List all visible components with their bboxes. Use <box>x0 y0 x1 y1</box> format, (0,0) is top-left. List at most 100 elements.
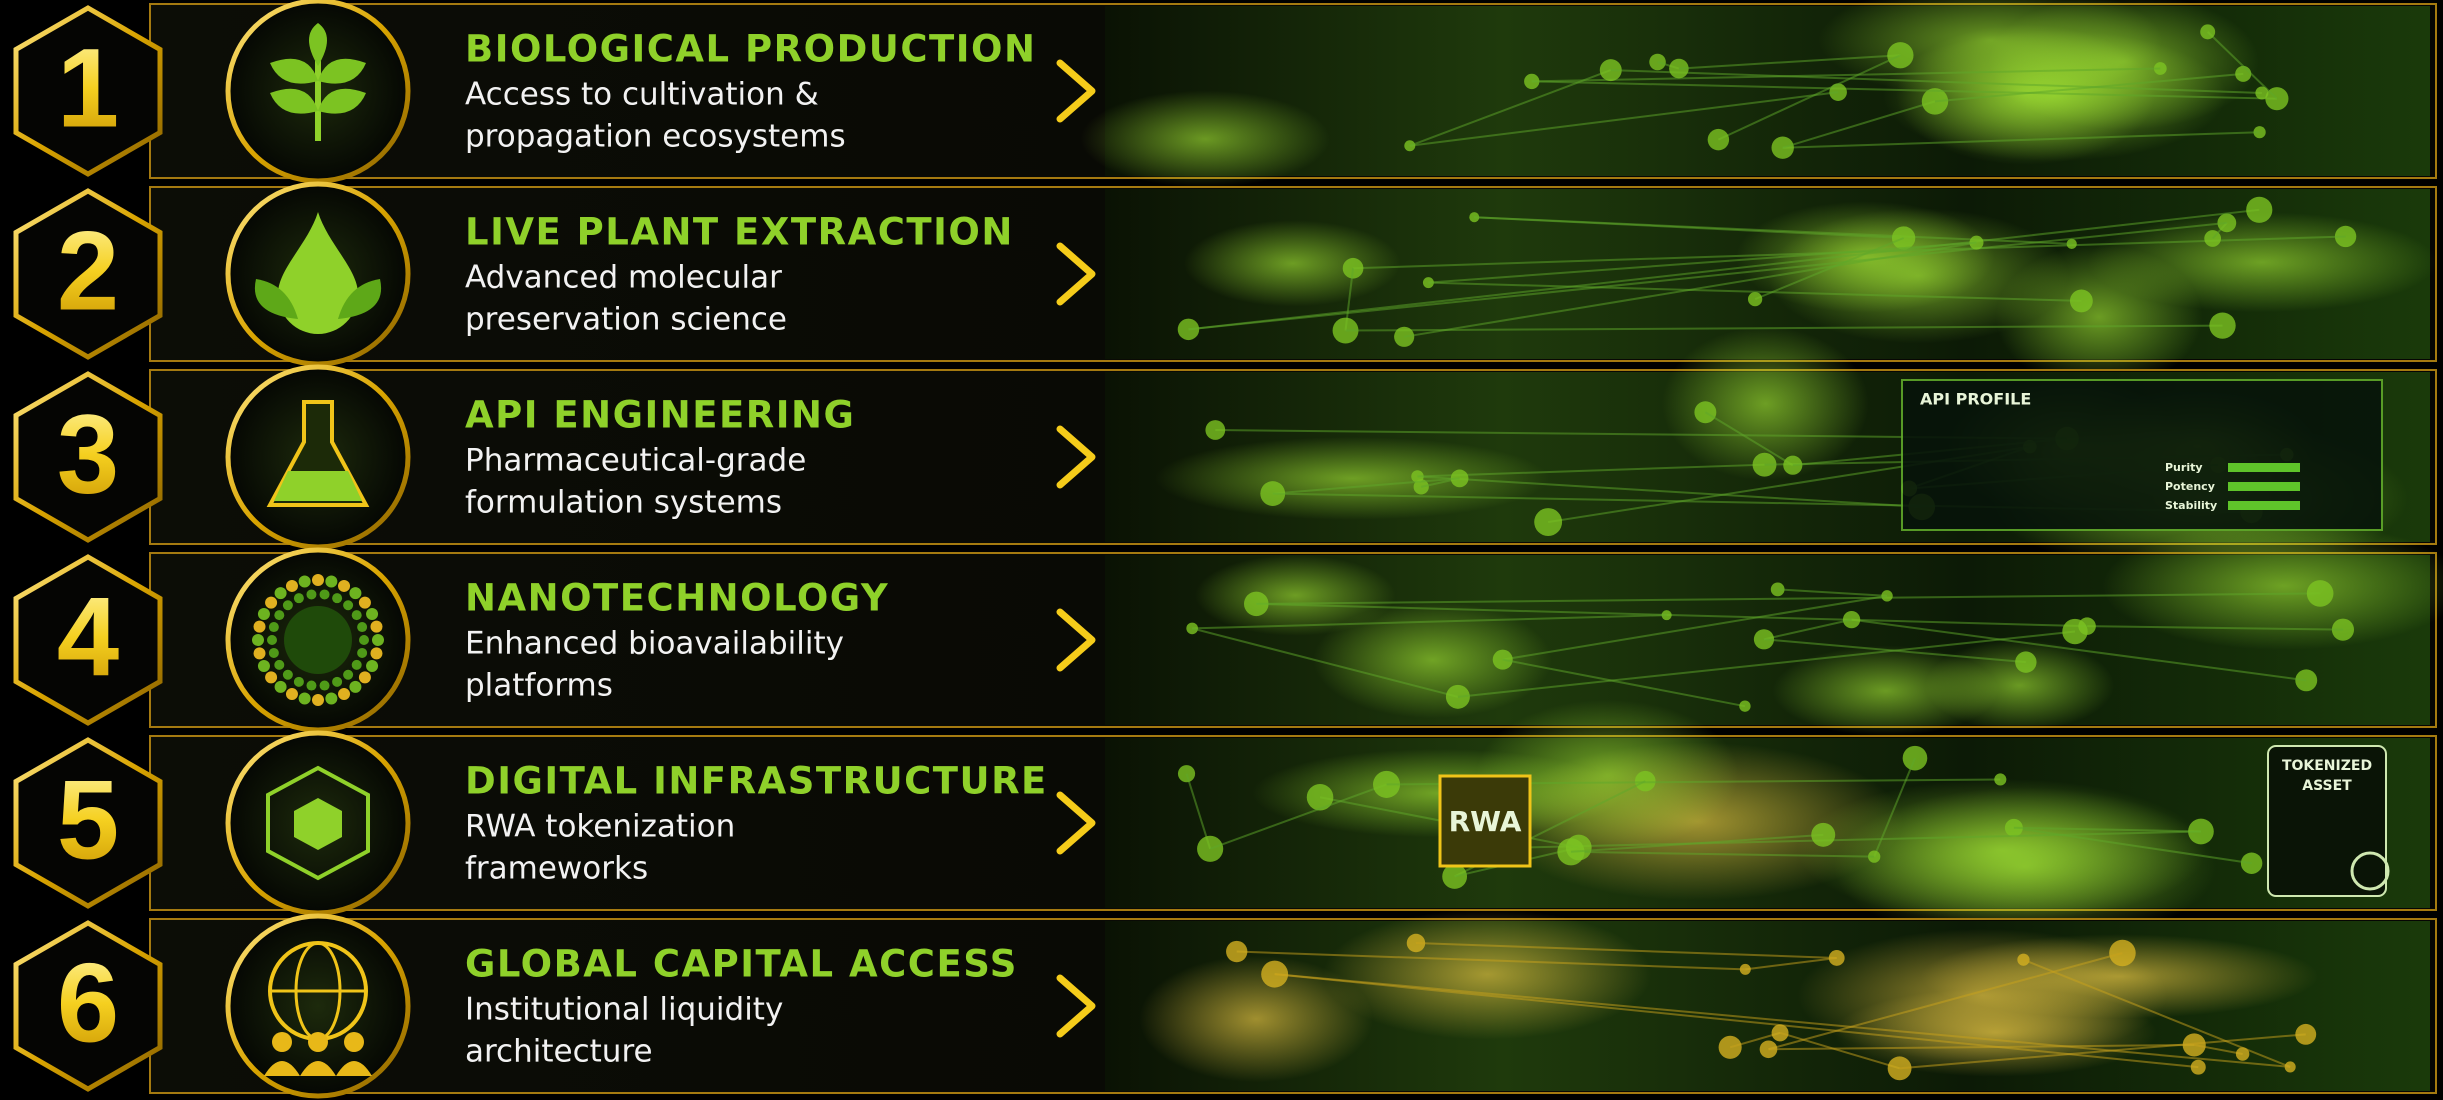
row-description: Advanced molecular <box>465 260 782 296</box>
row-description: RWA tokenization <box>465 809 735 845</box>
profile-bar <box>2228 463 2300 472</box>
image-text: TOKENIZED <box>2282 758 2372 774</box>
icon-bead <box>254 621 266 633</box>
image-node <box>2070 289 2093 312</box>
step-number: 1 <box>57 26 119 151</box>
image-node <box>1994 773 2006 785</box>
icon-bead <box>258 660 270 672</box>
icon-bead <box>320 589 330 599</box>
icon-bead <box>325 576 337 588</box>
image-node <box>2295 1024 2316 1045</box>
icon-bead <box>366 608 378 620</box>
image-text: ASSET <box>2302 778 2352 794</box>
image-text: RWA <box>1449 805 1522 838</box>
image-node <box>1307 784 1334 811</box>
step-number: 2 <box>57 209 119 334</box>
icon-person <box>344 1032 364 1052</box>
row-description: platforms <box>465 668 613 704</box>
image-node <box>1748 292 1762 306</box>
icon-bead <box>306 589 316 599</box>
profile-bar <box>2228 482 2300 491</box>
image-glow <box>1323 909 1652 1039</box>
profile-bar <box>2228 501 2300 510</box>
icon-bead <box>265 597 277 609</box>
row-description: Institutional liquidity <box>465 992 783 1028</box>
icon-bead <box>352 610 362 620</box>
icon-bead <box>294 677 304 687</box>
icon-bead <box>306 681 316 691</box>
image-node <box>1205 420 1225 440</box>
icon-bead <box>252 634 264 646</box>
step-number: 5 <box>57 758 119 883</box>
icon-bead <box>269 622 279 632</box>
icon-bead <box>370 621 382 633</box>
icon-bead <box>254 647 266 659</box>
image-glow <box>1797 779 2206 922</box>
image-node <box>2209 312 2235 338</box>
row-description: preservation science <box>465 302 787 338</box>
icon-bead <box>312 574 324 586</box>
row: 4 NANOTECHNOLOGY Enhanced bioavailability p… <box>16 522 2443 736</box>
icon-bead <box>275 681 287 693</box>
image-node <box>1442 864 1467 889</box>
row-description: propagation ecosystems <box>465 119 846 155</box>
icon-bead <box>343 600 353 610</box>
icon-bead <box>357 622 367 632</box>
row-title: NANOTECHNOLOGY <box>465 577 889 620</box>
image-node <box>2200 24 2215 39</box>
row-title: LIVE PLANT EXTRACTION <box>465 211 1014 254</box>
image-text: Purity <box>2165 461 2203 474</box>
icon-bead <box>343 670 353 680</box>
row-description: formulation systems <box>465 485 782 521</box>
icon-bead <box>349 681 361 693</box>
image-node <box>1708 129 1729 150</box>
image-node <box>2015 651 2036 672</box>
icon-bead <box>320 681 330 691</box>
icon-bead <box>332 593 342 603</box>
image-glow <box>1155 437 1549 520</box>
icon-bead <box>269 648 279 658</box>
image-node <box>2235 66 2251 82</box>
row-description: Enhanced bioavailability <box>465 626 844 662</box>
image-node <box>2017 954 2029 966</box>
page: {"rows": [ {"number": 1, "title": "BIOLO… <box>0 0 2443 1100</box>
icon-bead <box>325 692 337 704</box>
image-node <box>1226 941 1247 962</box>
icon-bead <box>283 600 293 610</box>
row-description: frameworks <box>465 851 648 887</box>
image-glow <box>1080 91 1329 188</box>
icon-bead <box>265 671 277 683</box>
step-number: 4 <box>57 575 119 700</box>
icon-bead <box>258 608 270 620</box>
icon-bead <box>274 660 284 670</box>
icon-bead <box>366 660 378 672</box>
image-node <box>2062 619 2087 644</box>
icon-bead <box>299 576 311 588</box>
row-title: GLOBAL CAPITAL ACCESS <box>465 943 1018 986</box>
icon-bead <box>338 688 350 700</box>
icon-bead <box>359 597 371 609</box>
image-text: Potency <box>2165 480 2215 493</box>
icon-bead <box>370 647 382 659</box>
icon-bead <box>359 635 369 645</box>
icon-core <box>284 606 352 674</box>
image-node <box>1772 1024 1789 1041</box>
icon-bead <box>332 677 342 687</box>
image-node <box>1534 508 1562 536</box>
image-glow <box>1184 220 1401 306</box>
image-text: Stability <box>2165 499 2217 512</box>
image-node <box>2307 580 2334 607</box>
row-description: Access to cultivation & <box>465 77 819 113</box>
icon-bead <box>283 670 293 680</box>
image-node <box>2109 940 2136 967</box>
icon-bead <box>357 648 367 658</box>
row-title: BIOLOGICAL PRODUCTION <box>465 28 1036 71</box>
icon-bead <box>349 587 361 599</box>
icon-bead <box>299 692 311 704</box>
icon-bead <box>286 688 298 700</box>
icon-bead <box>352 660 362 670</box>
row: 5 DIGITAL INFRASTRUCTURE RWA tokenization f… <box>16 700 2436 947</box>
row-title: DIGITAL INFRASTRUCTURE <box>465 760 1048 803</box>
image-node <box>1811 823 1835 847</box>
